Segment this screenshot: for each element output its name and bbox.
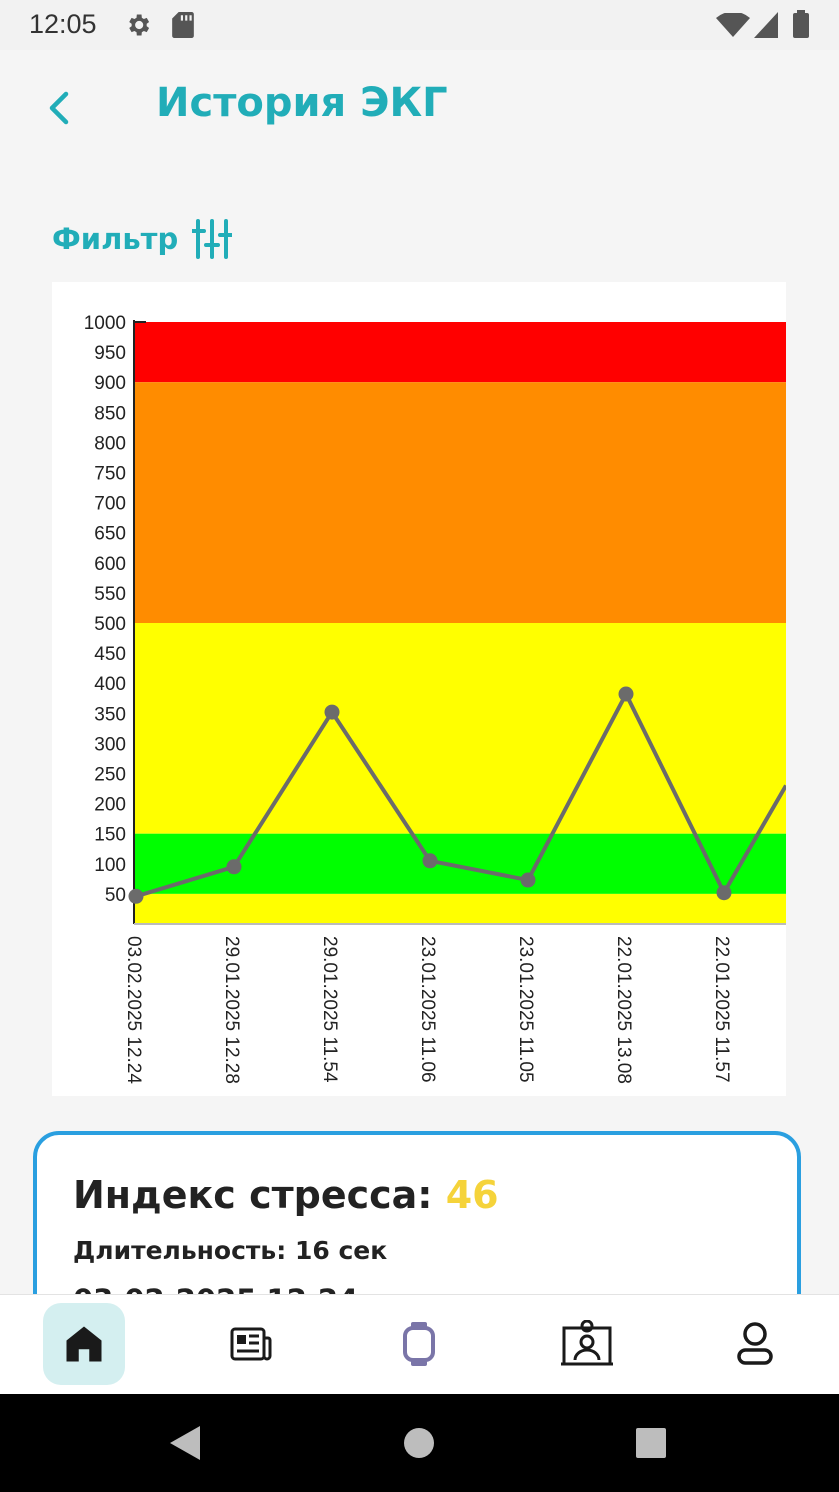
app-header: История ЭКГ [0, 50, 839, 170]
battery-icon [793, 10, 809, 38]
data-point [226, 859, 242, 875]
nav-home[interactable] [43, 1303, 125, 1385]
duration-value: 16 сек [294, 1236, 388, 1265]
page-title: История ЭКГ [156, 80, 448, 126]
y-tick-label: 1000 [84, 313, 126, 334]
x-tick-label: 03.02.2025 12.24 [123, 936, 144, 1084]
stress-index: Индекс стресса: 46 [73, 1173, 499, 1217]
zone-band-3 [134, 833, 786, 894]
zone-band-4 [134, 893, 786, 924]
back-triangle-icon[interactable] [170, 1426, 200, 1460]
duration: Длительность: 16 сек [73, 1236, 387, 1265]
status-bar: 12:05 [0, 0, 839, 50]
nav-doctor[interactable] [546, 1303, 628, 1385]
filter-button[interactable]: Фильтр [52, 214, 233, 264]
data-point [128, 888, 144, 904]
bottom-nav [0, 1294, 839, 1395]
filter-label: Фильтр [52, 222, 179, 256]
stress-value: 46 [445, 1173, 499, 1217]
duration-label: Длительность: [73, 1236, 287, 1265]
home-circle-icon[interactable] [404, 1428, 434, 1458]
y-tick-label: 750 [94, 464, 126, 485]
y-tick-label: 850 [94, 403, 126, 424]
x-tick-label: 22.01.2025 13.08 [613, 936, 634, 1084]
y-tick-label: 400 [94, 674, 126, 695]
y-tick-label: 350 [94, 704, 126, 725]
x-tick-label: 23.01.2025 11.06 [417, 936, 438, 1083]
nav-news[interactable] [210, 1303, 292, 1385]
sliders-icon [192, 219, 233, 259]
y-tick-label: 250 [94, 765, 126, 786]
y-tick-label: 150 [94, 825, 126, 846]
x-tick-label: 22.01.2025 11.57 [711, 936, 732, 1083]
nav-device[interactable] [378, 1303, 460, 1385]
y-tick-label: 950 [94, 343, 126, 364]
y-tick-label: 600 [94, 554, 126, 575]
zone-band-2 [134, 623, 786, 834]
signal-icon [754, 12, 778, 38]
x-tick-label: 29.01.2025 11.54 [319, 936, 340, 1083]
x-tick-label: 29.01.2025 12.28 [221, 936, 242, 1084]
profile-icon [737, 1322, 773, 1365]
back-button[interactable] [40, 88, 80, 128]
y-tick-label: 300 [94, 734, 126, 755]
zone-band-0 [134, 322, 786, 383]
y-tick-label: 900 [94, 373, 126, 394]
x-tick-label: 23.01.2025 11.05 [515, 936, 536, 1083]
y-tick-label: 550 [94, 584, 126, 605]
data-point [618, 686, 634, 702]
sd-card-icon [172, 12, 194, 38]
nav-profile[interactable] [714, 1303, 796, 1385]
gear-icon [129, 14, 150, 36]
y-tick-label: 200 [94, 795, 126, 816]
y-tick-label: 700 [94, 494, 126, 515]
system-nav-bar [0, 1394, 839, 1492]
y-tick-label: 800 [94, 433, 126, 454]
status-time: 12:05 [29, 9, 97, 39]
data-point [716, 885, 732, 901]
zone-band-1 [134, 382, 786, 623]
data-point [520, 872, 536, 888]
ecg-chart: 50 100 150 200 250 300 350 400 450 500 550 600 650 70… [52, 282, 788, 1096]
series-line [135, 692, 788, 899]
news-icon [230, 1327, 272, 1361]
smartwatch-icon [403, 1322, 435, 1366]
chart-svg: 50 100 150 200 250 300 350 400 450 500 550 600 650 70… [84, 313, 788, 1084]
recents-square-icon[interactable] [636, 1428, 666, 1458]
wifi-icon [716, 13, 750, 37]
data-point [422, 853, 438, 869]
y-tick-label: 50 [105, 885, 126, 906]
doctor-id-icon [561, 1320, 613, 1366]
y-tick-label: 450 [94, 644, 126, 665]
stress-label: Индекс стресса: [73, 1173, 433, 1217]
y-tick-label: 500 [94, 614, 126, 635]
data-point [324, 704, 340, 720]
y-tick-label: 650 [94, 524, 126, 545]
y-tick-label: 100 [94, 855, 126, 876]
home-icon [66, 1326, 102, 1362]
